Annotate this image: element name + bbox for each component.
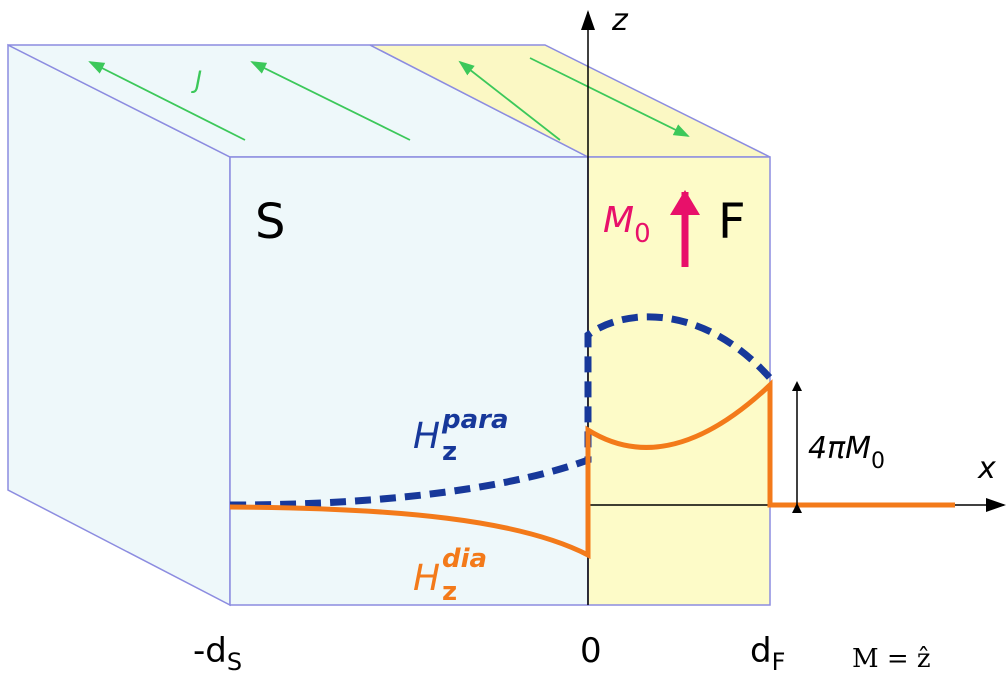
symbol: H — [413, 416, 440, 457]
subscript: F — [772, 648, 786, 676]
subscript: 0 — [871, 449, 885, 474]
main: d — [750, 631, 772, 671]
s-label: S — [255, 194, 285, 250]
symbol: H — [413, 558, 440, 599]
subscript: 0 — [634, 219, 651, 249]
main: 0 — [580, 631, 602, 671]
prefix: 4πM — [808, 431, 871, 466]
jump-label: 4πM0 — [808, 431, 885, 474]
subscript: z — [442, 437, 457, 467]
subscript: S — [227, 648, 242, 676]
equation-fragment: M = ẑ — [852, 644, 931, 674]
f-label: F — [718, 194, 746, 250]
main: -d — [193, 631, 227, 671]
x-tick-label: dF — [750, 631, 785, 676]
page: z x J S F M0 Hzpara Hzdia 4πM0 -dS 0 dF … — [0, 0, 1008, 677]
subscript: z — [442, 577, 457, 607]
x-tick-label: -dS — [193, 631, 242, 676]
superscript: dia — [442, 544, 487, 574]
superscript: para — [441, 405, 509, 435]
symbol: M — [603, 200, 634, 241]
diagram: z x J S F M0 Hzpara Hzdia 4πM0 -dS 0 dF … — [0, 0, 1008, 677]
x-tick-label: 0 — [580, 631, 602, 671]
x-label: x — [977, 451, 996, 486]
z-label: z — [611, 3, 629, 38]
